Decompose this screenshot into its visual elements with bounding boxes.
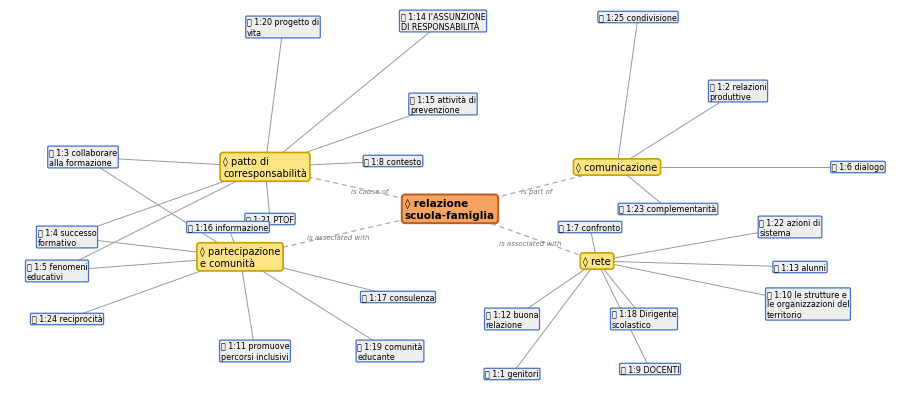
Text:  1:16 informazione:  1:16 informazione — [188, 223, 268, 232]
Text: is associated with: is associated with — [307, 235, 369, 241]
Text:  1:15 attività di
prevenzione:  1:15 attività di prevenzione — [410, 95, 476, 114]
Text:  1:4 successo
formativo:  1:4 successo formativo — [38, 228, 96, 247]
Text: is associated with: is associated with — [499, 241, 561, 246]
Text:  1:13 alunni:  1:13 alunni — [774, 263, 826, 272]
Text:  1:22 azioni di
sistema:  1:22 azioni di sistema — [759, 218, 821, 237]
Text: is cause of: is cause of — [351, 188, 388, 194]
Text:  1:10 le strutture e
le organizzazioni del
territorio:  1:10 le strutture e le organizzazioni … — [767, 290, 849, 319]
Text: ◊ rete: ◊ rete — [583, 256, 611, 267]
Text:  1:14 l’ASSUNZIONE
DI RESPONSABILITÀ:  1:14 l’ASSUNZIONE DI RESPONSABILITÀ — [401, 12, 485, 32]
Text:  1:20 progetto di
vita:  1:20 progetto di vita — [247, 18, 319, 38]
Text:  1:1 genitori:  1:1 genitori — [485, 370, 538, 379]
Text:  1:23 complementarità:  1:23 complementarità — [619, 205, 717, 214]
Text:  1:11 promuove
percorsi inclusivi:  1:11 promuove percorsi inclusivi — [221, 341, 290, 361]
Text:  1:24 reciprocità:  1:24 reciprocità — [32, 315, 102, 324]
Text: is part of: is part of — [521, 188, 553, 194]
Text:  1:8 contesto:  1:8 contesto — [365, 157, 422, 166]
Text:  1:25 condivisione:  1:25 condivisione — [599, 14, 677, 22]
Text:  1:12 buona
relazione:  1:12 buona relazione — [486, 310, 538, 329]
Text:  1:9 DOCENTI:  1:9 DOCENTI — [621, 365, 680, 374]
Text:  1:7 confronto:  1:7 confronto — [559, 223, 621, 232]
Text:  1:5 fenomeni
educativi:  1:5 fenomeni educativi — [26, 261, 87, 281]
Text: ◊ patto di
corresponsabilità: ◊ patto di corresponsabilità — [223, 156, 307, 179]
Text: ◊ partecipazione
e comunità: ◊ partecipazione e comunità — [200, 246, 281, 268]
Text:  1:17 consulenza:  1:17 consulenza — [362, 293, 434, 302]
Text:  1:21 PTOF:  1:21 PTOF — [246, 215, 294, 224]
Text: ◊ relazione
scuola-famiglia: ◊ relazione scuola-famiglia — [405, 198, 495, 221]
Text:  1:6 dialogo:  1:6 dialogo — [832, 163, 884, 172]
Text:  1:18 Dirigente
scolastico:  1:18 Dirigente scolastico — [612, 310, 676, 329]
Text: ◊ comunicazione: ◊ comunicazione — [576, 162, 658, 173]
Text:  1:2 relazioni
produttive:  1:2 relazioni produttive — [710, 82, 767, 101]
Text:  1:3 collaborare
alla formazione:  1:3 collaborare alla formazione — [49, 148, 117, 167]
Text:  1:19 comunità
educante:  1:19 comunità educante — [357, 341, 423, 361]
